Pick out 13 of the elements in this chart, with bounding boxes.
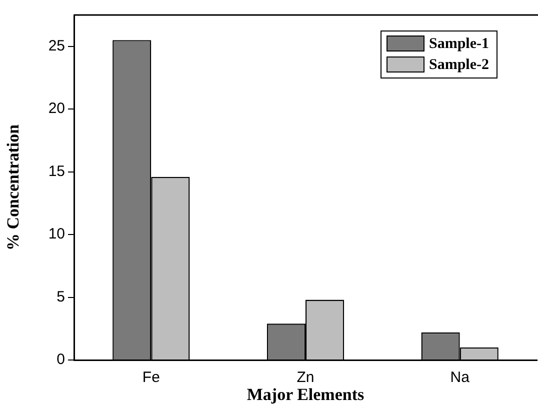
legend-label: Sample-1 (429, 36, 489, 52)
x-axis-title: Major Elements (246, 385, 364, 404)
y-tick-label: 10 (48, 226, 65, 243)
y-tick-label: 25 (48, 38, 65, 55)
x-tick-label: Na (450, 369, 470, 386)
y-tick-label: 15 (48, 162, 65, 180)
y-tick-label: 20 (48, 100, 65, 118)
y-tick-label: 0 (56, 351, 65, 368)
x-tick-label: Fe (142, 369, 160, 386)
legend-label: Sample-2 (429, 56, 489, 73)
y-tick-label: 5 (56, 288, 65, 306)
x-tick-label: Zn (296, 369, 314, 386)
y-axis-title: % Concentration (4, 124, 23, 251)
